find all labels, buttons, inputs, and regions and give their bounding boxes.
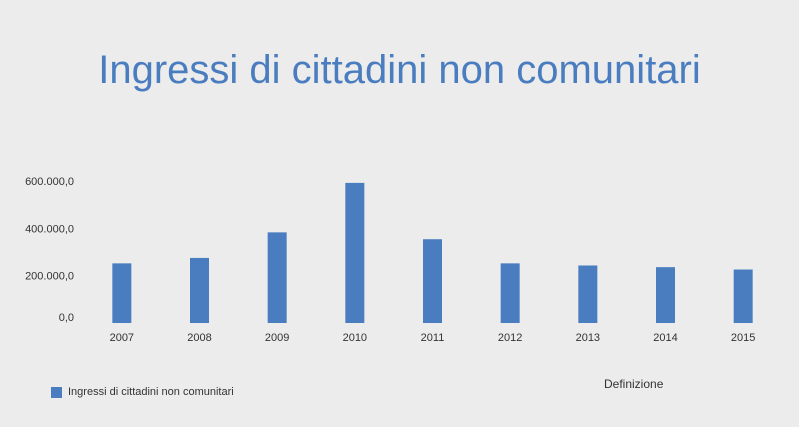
y-tick-label: 400.000,0 (25, 223, 74, 235)
y-tick-label: 0,0 (59, 312, 74, 324)
bar-2015[interactable] (733, 269, 753, 323)
bar-2010[interactable] (345, 182, 365, 323)
chart-title: Ingressi di cittadini non comunitari (98, 48, 701, 92)
legend[interactable]: Ingressi di cittadini non comunitari (51, 386, 234, 398)
bar-2014[interactable] (656, 267, 675, 323)
bar-2012[interactable] (500, 263, 520, 323)
x-tick-label: 2015 (731, 332, 755, 344)
x-tick-label: 2009 (265, 332, 289, 344)
x-tick-label: 2013 (576, 332, 600, 344)
bar-2007[interactable] (112, 263, 132, 323)
x-tick-label: 2008 (187, 332, 211, 344)
y-tick-label: 200.000,0 (25, 271, 74, 283)
x-tick-label: 2010 (343, 332, 367, 344)
bar-2011[interactable] (423, 239, 442, 323)
legend-swatch (51, 386, 62, 398)
x-tick-label: 2007 (110, 332, 134, 344)
x-tick-label: 2012 (498, 332, 522, 344)
x-tick-label: 2011 (421, 332, 445, 344)
bar-2008[interactable] (190, 257, 209, 323)
bar-2013[interactable] (578, 265, 598, 323)
definition-link[interactable]: Definizione (604, 377, 664, 391)
legend-label: Ingressi di cittadini non comunitari (68, 386, 234, 398)
bar-2009[interactable] (267, 232, 287, 323)
y-tick-label: 600.000,0 (25, 176, 74, 188)
x-tick-label: 2014 (653, 332, 677, 344)
